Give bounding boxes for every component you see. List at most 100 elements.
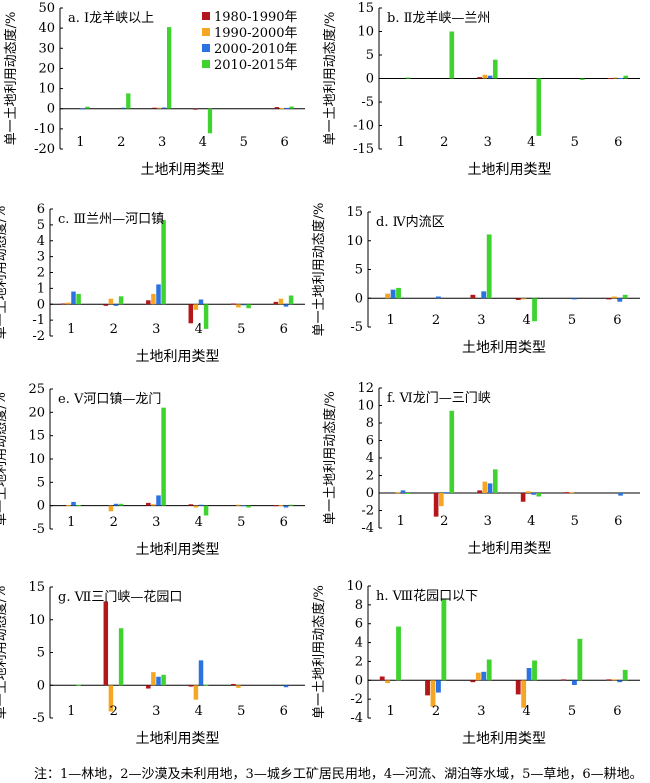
bar-2-series-2 (430, 680, 436, 707)
x-tick-label: 4 (199, 135, 207, 150)
y-tick-label: 20 (38, 61, 55, 76)
bar-2-series-4 (441, 599, 447, 681)
x-tick-label: 5 (237, 322, 245, 337)
bar-2-series-1 (433, 493, 439, 517)
bar-6-series-2 (278, 298, 284, 305)
x-axis-label: 土地利用类型 (462, 731, 546, 747)
x-tick-label: 1 (387, 313, 395, 328)
x-tick-label: 6 (614, 135, 622, 150)
bar-1-series-4 (396, 287, 401, 299)
y-tick-label: 25 (28, 382, 45, 397)
bar-2-series-4 (118, 628, 124, 686)
x-tick-label: 3 (152, 704, 160, 719)
bar-4-series-3 (198, 299, 204, 305)
bar-3-series-3 (487, 483, 493, 494)
legend-label-1: 1980-1990年 (214, 10, 298, 25)
bar-6-series-3 (284, 107, 289, 109)
y-tick-label: -2 (361, 504, 374, 519)
x-axis-label: 土地利用类型 (462, 340, 546, 356)
x-tick-label: 1 (76, 135, 84, 150)
bar-2-series-1 (103, 601, 109, 686)
bar-3-series-4 (492, 59, 498, 79)
x-tick-label: 2 (110, 322, 118, 337)
y-tick-label: 2 (366, 469, 374, 484)
bar-4-series-4 (203, 684, 209, 686)
x-tick-label: 5 (237, 704, 245, 719)
x-tick-label: 3 (477, 313, 485, 328)
y-tick-label: 10 (357, 25, 374, 40)
y-tick-label: 5 (366, 48, 374, 63)
y-axis-label: 单一土地利用动态度/% (322, 12, 338, 146)
bar-3-series-2 (482, 481, 488, 494)
bar-4-series-2 (521, 298, 527, 300)
bar-4-series-3 (526, 668, 532, 681)
y-tick-label: 3 (37, 250, 45, 265)
bar-4-series-1 (188, 304, 194, 324)
y-tick-label: -10 (353, 119, 374, 134)
y-tick-label: -4 (361, 521, 374, 536)
y-tick-label: 15 (28, 429, 45, 444)
y-tick-label: 10 (28, 452, 45, 467)
panel-title: h. Ⅷ花园口以下 (376, 588, 478, 604)
y-axis-label: 单一土地利用动态度/% (0, 586, 9, 720)
x-tick-label: 2 (440, 514, 448, 529)
bar-1-series-3 (390, 289, 396, 299)
x-tick-label: 1 (397, 135, 405, 150)
bar-3-series-4 (486, 234, 492, 299)
y-tick-label: 8 (366, 416, 374, 431)
bar-4-series-1 (520, 493, 526, 502)
x-tick-label: 5 (568, 313, 576, 328)
bar-2-series-4 (449, 31, 455, 79)
y-tick-label: 6 (366, 434, 374, 449)
bar-2-series-1 (103, 304, 109, 306)
x-tick-label: 3 (152, 322, 160, 337)
bar-5-series-1 (564, 492, 569, 494)
y-tick-label: 10 (357, 399, 374, 414)
bar-2-series-2 (108, 685, 114, 712)
bar-6-series-2 (611, 679, 617, 681)
bar-3-series-3 (481, 671, 487, 681)
y-tick-label: -4 (350, 711, 363, 726)
y-tick-label: 2 (355, 654, 363, 669)
y-tick-label: 6 (37, 202, 45, 217)
bar-3-series-4 (161, 220, 166, 305)
bar-4-series-3 (198, 660, 204, 686)
bar-2-series-4 (118, 503, 124, 506)
y-tick-label: 30 (38, 41, 55, 56)
bar-4-series-2 (193, 304, 199, 310)
bar-6-series-4 (288, 504, 294, 506)
legend-label-3: 2000-2010年 (214, 42, 298, 57)
bar-4-series-2 (193, 505, 199, 508)
bar-5-series-3 (241, 505, 246, 507)
bar-1-series-4 (405, 493, 411, 494)
bar-2-series-3 (113, 304, 119, 306)
bar-1-series-2 (66, 302, 71, 305)
bar-6-series-3 (283, 304, 289, 307)
x-tick-label: 5 (568, 704, 576, 719)
bar-3-series-2 (157, 107, 162, 109)
bar-3-series-3 (162, 107, 167, 109)
x-tick-label: 4 (527, 514, 535, 529)
y-axis-label: 单一土地利用动态度/% (0, 206, 9, 340)
bar-2-series-2 (108, 298, 114, 305)
bar-6-series-1 (273, 301, 279, 305)
bar-2-series-4 (118, 296, 124, 305)
x-tick-label: 6 (280, 135, 288, 150)
bar-3-series-1 (477, 490, 482, 494)
bar-1-series-4 (405, 77, 411, 79)
bar-1-series-4 (76, 293, 81, 305)
y-tick-label: 0 (355, 291, 363, 306)
y-tick-label: 8 (355, 598, 363, 613)
bar-3-series-4 (492, 469, 498, 494)
bar-3-series-3 (487, 75, 493, 79)
y-tick-label: 15 (28, 580, 45, 595)
bar-1-series-1 (379, 676, 385, 681)
y-tick-label: -1 (32, 313, 45, 328)
y-tick-label: 0 (37, 678, 45, 693)
